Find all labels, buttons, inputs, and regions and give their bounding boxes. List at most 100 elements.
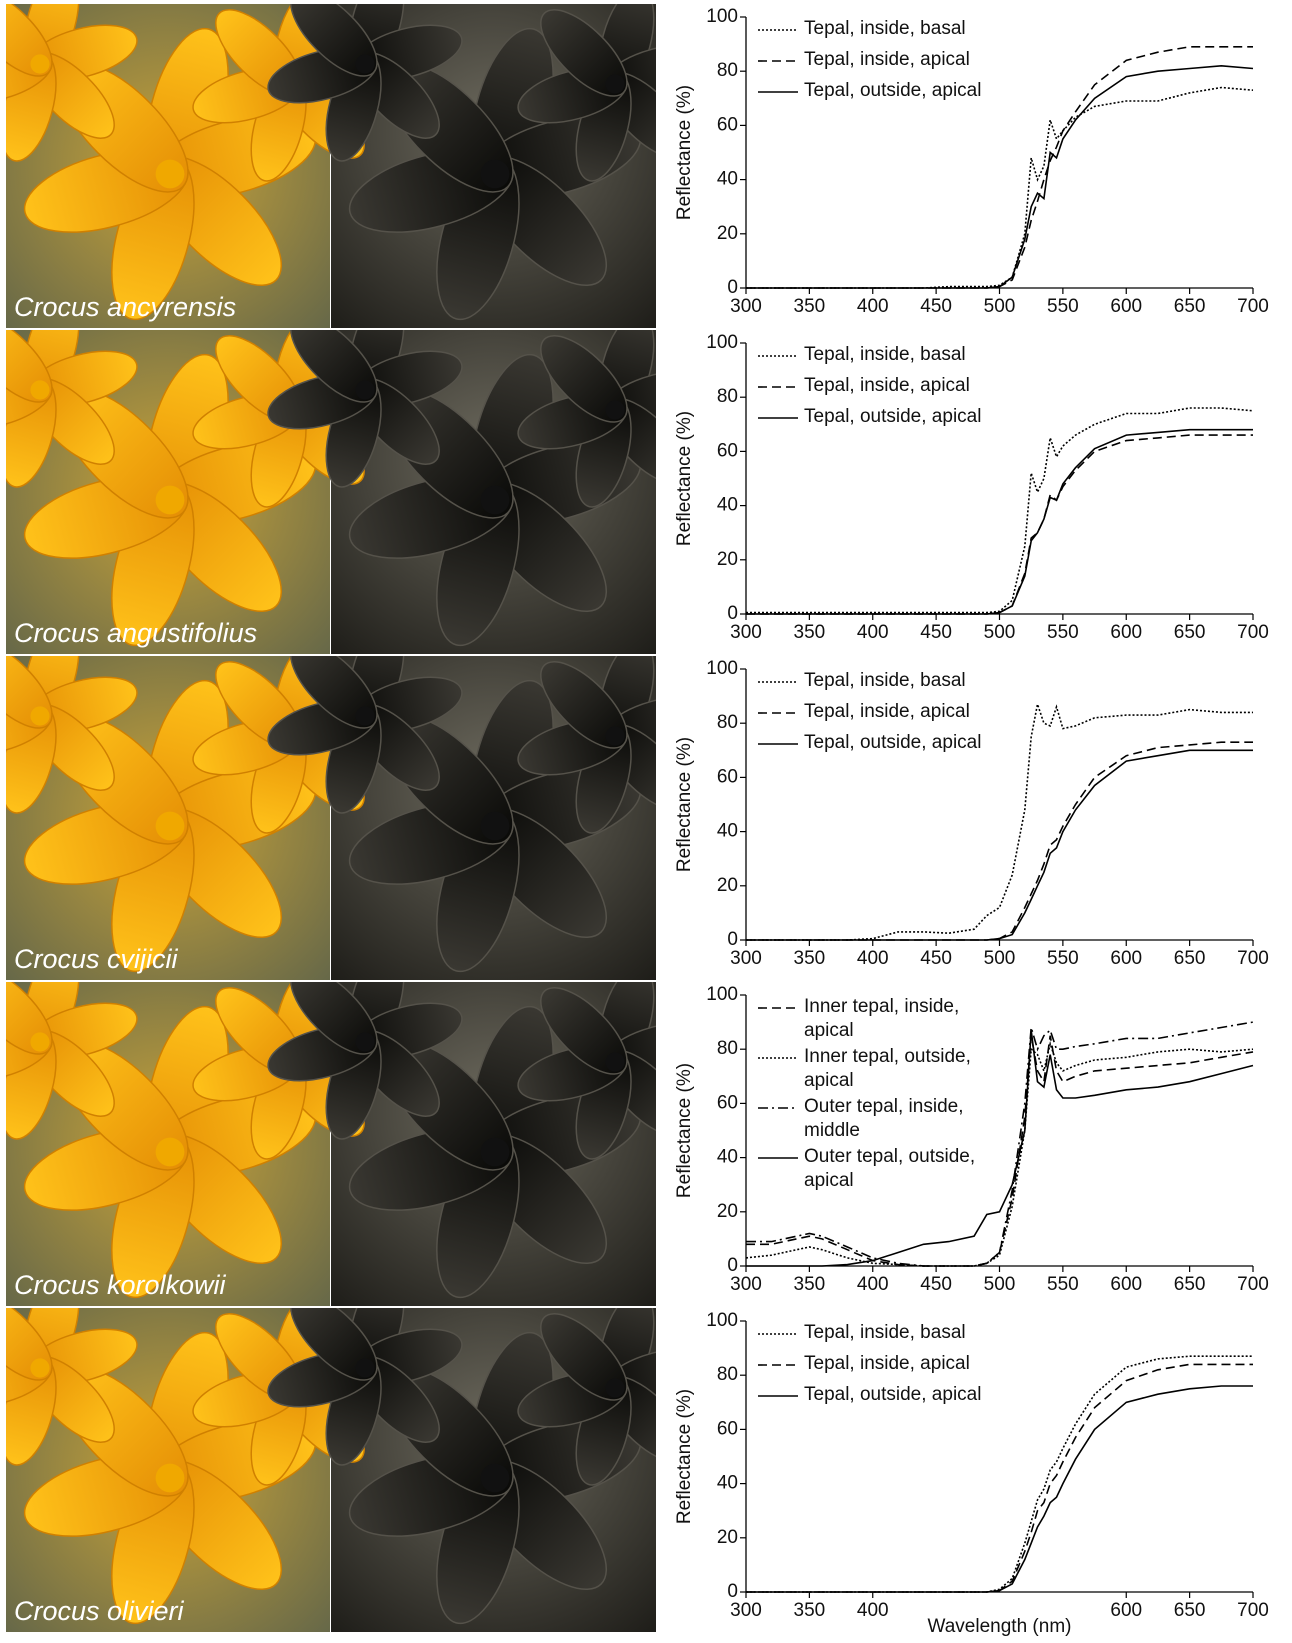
flower-center: [480, 1137, 510, 1167]
flower-center: [155, 811, 185, 841]
y-tick-label: 80: [717, 386, 738, 407]
flower-center: [30, 706, 50, 726]
legend-entry: Tepal, inside, apical: [804, 701, 970, 722]
photo-row: Crocus cvijicii: [6, 656, 656, 980]
legend-label: Tepal, inside, apical: [804, 375, 970, 396]
y-tick-label: 40: [717, 821, 738, 842]
legend-label: Inner tepal, inside, apical: [804, 996, 960, 1041]
legend-entry: Tepal, inside, basal: [804, 18, 966, 39]
legend-entry: Tepal, inside, apical: [804, 49, 970, 70]
petal: [290, 656, 378, 729]
y-tick-label: 0: [727, 929, 738, 950]
photo-content: [6, 1308, 656, 1625]
flower-center: [605, 74, 625, 94]
legend-label: Tepal, inside, basal: [804, 18, 966, 39]
species-label: Crocus ancyrensis: [14, 292, 236, 322]
legend-label: Tepal, inside, apical: [804, 701, 970, 722]
legend-entry: Tepal, outside, apical: [804, 732, 982, 753]
flower-center: [155, 1463, 185, 1493]
legend-entry: Tepal, outside, apical: [804, 1384, 981, 1405]
x-tick-label: 600: [1110, 296, 1142, 317]
flower-center: [355, 1032, 375, 1052]
x-tick-label: 700: [1237, 948, 1269, 969]
legend-entry: Tepal, inside, apical: [804, 1353, 970, 1374]
x-tick-label: 600: [1110, 1600, 1142, 1621]
photo-row: Crocus ancyrensis: [6, 4, 656, 328]
flower-center: [480, 811, 510, 841]
flower-center: [605, 1052, 625, 1072]
y-tick-label: 0: [727, 1581, 738, 1602]
y-tick-label: 60: [717, 766, 738, 787]
petal: [540, 1313, 628, 1401]
flower-center: [480, 1463, 510, 1493]
x-tick-label: 600: [1110, 1274, 1142, 1295]
species-label: Crocus cvijicii: [14, 944, 179, 974]
legend-label: Tepal, inside, apical: [804, 1353, 970, 1374]
x-tick-label: 600: [1110, 622, 1142, 643]
x-tick-label: 500: [984, 296, 1016, 317]
petal: [6, 982, 53, 1055]
petal: [290, 982, 378, 1055]
photo-content: [6, 4, 656, 321]
x-tick-label: 450: [920, 948, 952, 969]
chart: 0 20 40 60 80 100 300 350 400 600 650 700 Reflectanc…: [674, 1310, 1269, 1637]
legend-entry: Inner tepal, outside, apical: [804, 1046, 971, 1091]
legend-entry: Tepal, inside, basal: [804, 1322, 966, 1343]
chart: 0 20 40 60 80 100 300 350 400 450 500 550 600 650 700 R…: [674, 6, 1269, 317]
photo-row: Crocus korolkowii: [6, 982, 656, 1306]
legend-label: Tepal, inside, basal: [804, 1322, 966, 1343]
photo-content: [6, 330, 656, 647]
x-tick-label: 550: [1047, 1274, 1079, 1295]
series-line: [746, 407, 1254, 614]
petal: [540, 335, 628, 423]
legend-label: Tepal, outside, apical: [804, 732, 982, 753]
legend-entry: Tepal, inside, basal: [804, 344, 966, 365]
y-tick-label: 80: [717, 712, 738, 733]
legend-entry: Tepal, inside, apical: [804, 375, 970, 396]
x-tick-label: 450: [920, 622, 952, 643]
x-tick-label: 500: [984, 622, 1016, 643]
y-tick-label: 40: [717, 1473, 738, 1494]
y-axis-label: Reflectance (%): [674, 1389, 695, 1524]
x-tick-label: 500: [984, 1274, 1016, 1295]
y-tick-label: 0: [727, 277, 738, 298]
legend-label: Tepal, inside, basal: [804, 344, 966, 365]
y-tick-label: 20: [717, 549, 738, 570]
legend-entry: Outer tepal, inside, middle: [804, 1096, 964, 1141]
y-tick-label: 100: [706, 658, 738, 679]
series-line: [746, 1035, 1254, 1267]
x-tick-label: 700: [1237, 622, 1269, 643]
petal: [290, 1308, 378, 1381]
legend-entry: Tepal, outside, apical: [804, 80, 981, 101]
flower-center: [480, 485, 510, 515]
x-tick-label: 350: [794, 296, 826, 317]
photo-content: [6, 656, 656, 973]
series-line: [746, 1385, 1253, 1593]
x-tick-label: 300: [730, 622, 762, 643]
petal: [6, 4, 53, 77]
y-tick-label: 40: [717, 1147, 738, 1168]
species-label: Crocus angustifolius: [14, 618, 257, 648]
petal: [540, 987, 628, 1075]
legend-label: Tepal, inside, basal: [804, 670, 966, 691]
x-tick-label: 700: [1237, 1274, 1269, 1295]
flower-center: [30, 54, 50, 74]
x-tick-label: 600: [1110, 948, 1142, 969]
flower-center: [30, 1032, 50, 1052]
x-tick-label: 350: [794, 1274, 826, 1295]
y-tick-label: 0: [727, 603, 738, 624]
legend-label: Inner tepal, outside, apical: [804, 1046, 971, 1091]
x-tick-label: 550: [1047, 622, 1079, 643]
legend-label: Tepal, inside, apical: [804, 49, 970, 70]
series-line: [746, 434, 1253, 615]
x-tick-label: 400: [857, 1274, 889, 1295]
species-label: Crocus korolkowii: [14, 1270, 227, 1300]
y-tick-label: 0: [727, 1255, 738, 1276]
y-axis-label: Reflectance (%): [674, 1063, 695, 1198]
chart: 0 20 40 60 80 100 300 350 400 450 500 550 600 650 700 R…: [674, 984, 1269, 1295]
petal: [540, 9, 628, 97]
x-tick-label: 650: [1174, 1274, 1206, 1295]
photo-row: Crocus angustifolius: [6, 330, 656, 654]
legend-label: Outer tepal, inside, middle: [804, 1096, 964, 1141]
species-label: Crocus olivieri: [14, 1596, 185, 1626]
